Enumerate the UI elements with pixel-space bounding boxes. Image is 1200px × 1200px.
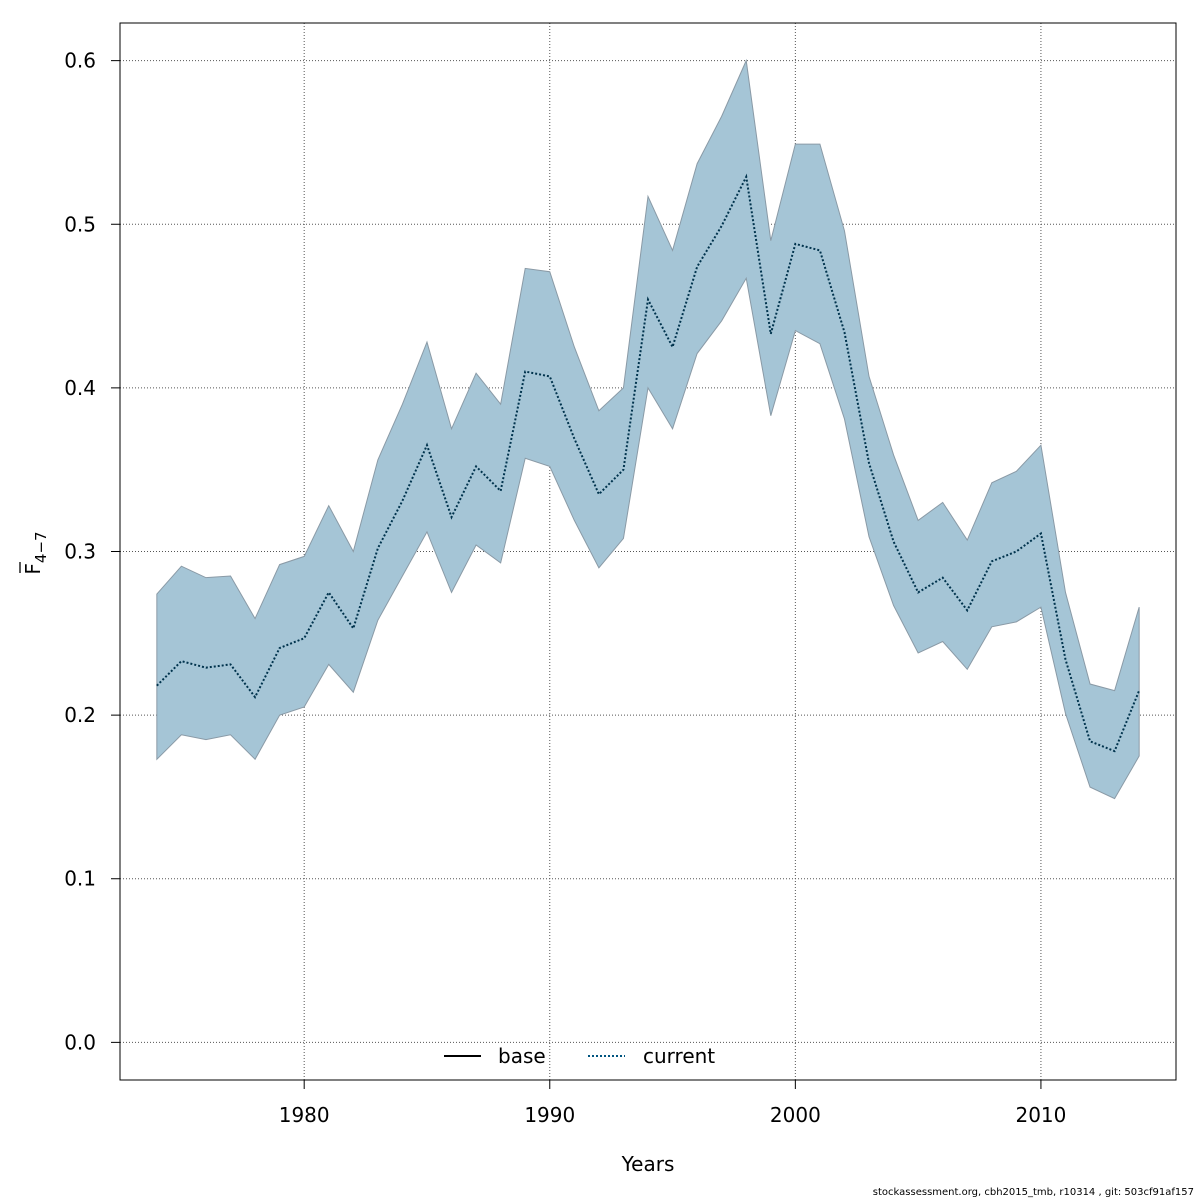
y-tick-label-0.3: 0.3	[64, 540, 96, 564]
y-axis-title-main: F	[21, 563, 45, 575]
x-axis: 1980 1990 2000 2010	[279, 1080, 1066, 1127]
x-tick-label-1980: 1980	[279, 1103, 330, 1127]
confidence-band	[156, 58, 1140, 800]
confidence-band-area	[156, 58, 1140, 800]
series-lines	[156, 173, 1141, 753]
y-axis: 0.0 0.1 0.2 0.3 0.4 0.5 0.6	[64, 49, 120, 1054]
x-tick-label-2010: 2010	[1015, 1103, 1066, 1127]
y-tick-label-0.1: 0.1	[64, 867, 96, 891]
y-tick-label-0.4: 0.4	[64, 376, 96, 400]
x-axis-title: Years	[621, 1152, 675, 1176]
x-tick-label-2000: 2000	[770, 1103, 821, 1127]
legend-label-base: base	[498, 1044, 546, 1068]
x-tick-label-1990: 1990	[524, 1103, 575, 1127]
footer-credit: stockassessment.org, cbh2015_tmb, r10314…	[872, 1187, 1194, 1198]
y-tick-label-0.2: 0.2	[64, 703, 96, 727]
series-line-current	[156, 173, 1141, 753]
svg-text:F4−7: F4−7	[21, 531, 50, 574]
y-tick-label-0.6: 0.6	[64, 49, 96, 73]
legend: base current	[444, 1044, 715, 1068]
y-axis-title: F4−7	[19, 531, 50, 575]
y-tick-label-0.0: 0.0	[64, 1030, 96, 1054]
y-axis-title-subscript: 4−7	[32, 531, 50, 563]
y-tick-label-0.5: 0.5	[64, 212, 96, 236]
legend-label-current: current	[643, 1044, 715, 1068]
